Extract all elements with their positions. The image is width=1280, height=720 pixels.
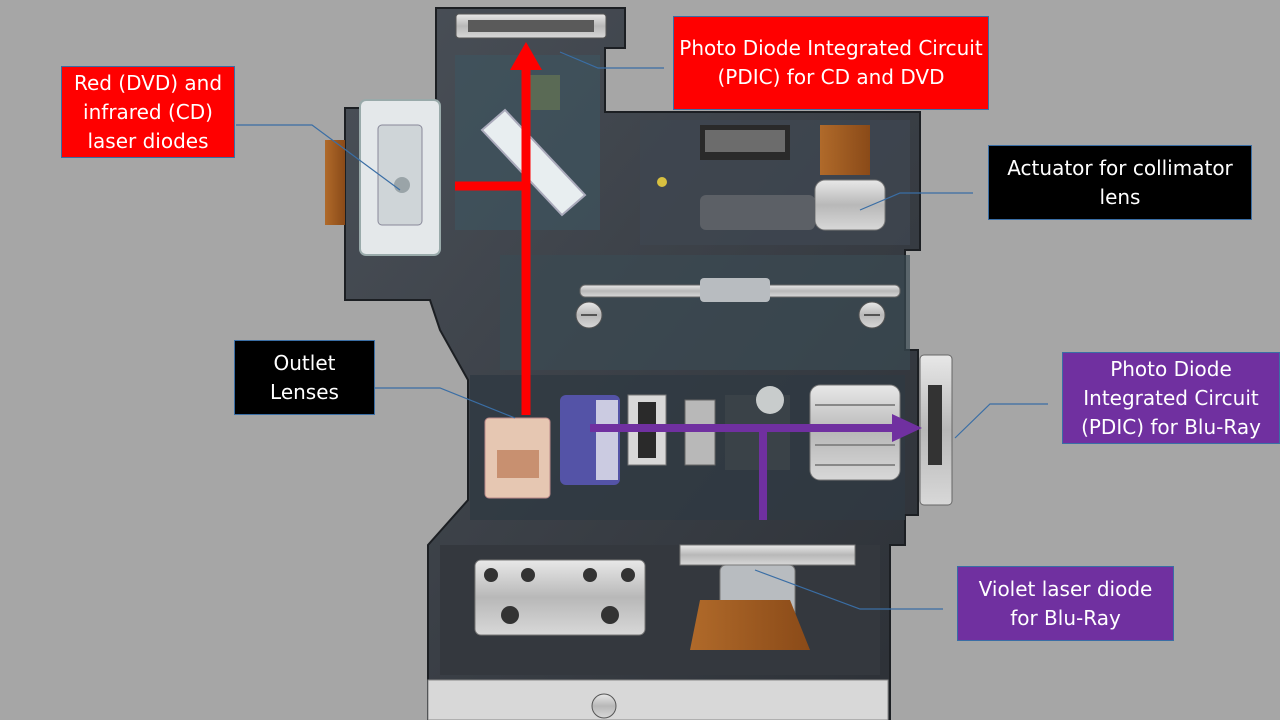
- outlet-lenses-component: [484, 395, 620, 499]
- leader-violet-laser: [754, 569, 943, 610]
- label-collimator-actuator: Actuator for collimator lens: [988, 145, 1252, 220]
- pdic-bluray-component: [809, 354, 953, 506]
- bluray-optics: [627, 386, 790, 470]
- beam-splitter: [480, 75, 587, 217]
- red-beam-cd-dvd: [455, 42, 542, 415]
- bottom-cover: [427, 679, 889, 720]
- leader-lines: [236, 51, 1048, 610]
- violet-laser-diode-component: [679, 544, 856, 650]
- label-red-ir-laser-diodes: Red (DVD) and infrared (CD) laser diodes: [61, 66, 235, 158]
- violet-beam-bluray: [590, 414, 922, 520]
- label-violet-laser-diode: Violet laser diode for Blu-Ray: [957, 566, 1174, 641]
- leader-red-laser: [236, 124, 401, 191]
- collimator-actuator: [657, 125, 886, 231]
- guide-rail: [575, 278, 901, 329]
- label-pdic-cd-dvd: Photo Diode Integrated Circuit (PDIC) fo…: [673, 16, 989, 110]
- connector-plate: [474, 559, 646, 636]
- pdic-cd-dvd-component: [455, 13, 607, 39]
- leader-actuator: [859, 192, 973, 211]
- red-ir-laser-diode: [325, 99, 441, 256]
- leader-pdic-cd-dvd: [559, 51, 664, 69]
- label-pdic-bluray: Photo Diode Integrated Circuit (PDIC) fo…: [1062, 352, 1280, 444]
- leader-outlet-lenses: [375, 387, 516, 419]
- leader-pdic-bluray: [954, 403, 1048, 439]
- label-outlet-lenses: Outlet Lenses: [234, 340, 375, 415]
